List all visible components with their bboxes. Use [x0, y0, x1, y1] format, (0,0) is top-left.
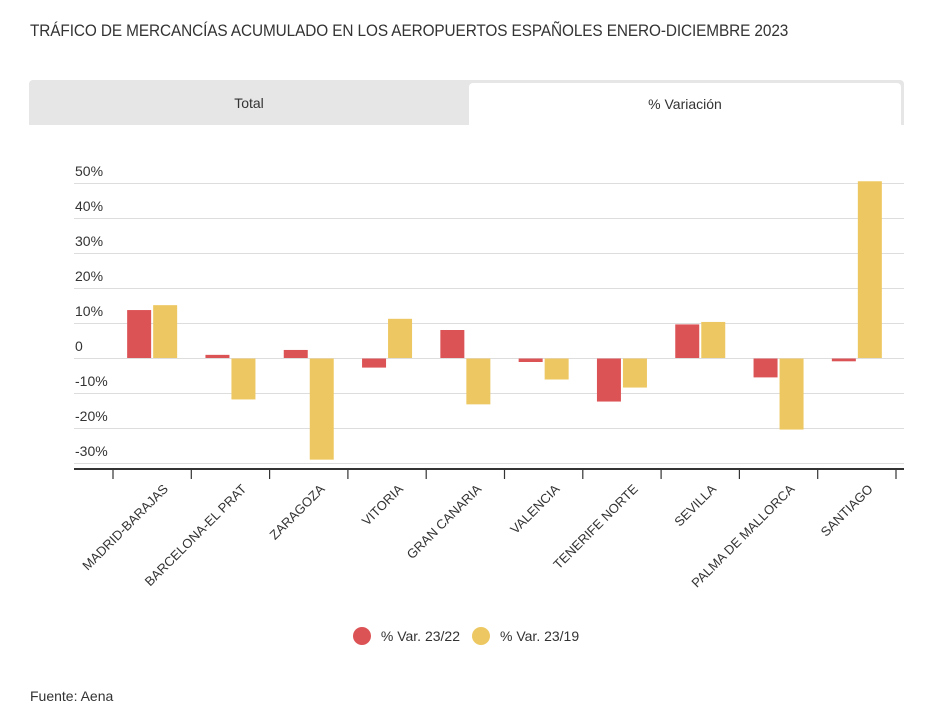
bar-var-23-19[interactable]	[857, 181, 882, 358]
bar-var-23-22[interactable]	[596, 358, 621, 402]
x-tick-label: VITORIA	[359, 481, 406, 528]
legend-item-var-23-19[interactable]: % Var. 23/19	[472, 627, 579, 645]
y-tick-label: -20%	[75, 408, 108, 424]
y-tick-label: -10%	[75, 373, 108, 389]
bar-var-23-22[interactable]	[205, 354, 230, 358]
bar-var-23-19[interactable]	[701, 321, 726, 358]
bar-var-23-22[interactable]	[831, 358, 856, 362]
bar-var-23-19[interactable]	[231, 358, 256, 400]
y-tick-label: 30%	[75, 233, 103, 249]
x-tick-label: MADRID-BARAJAS	[79, 481, 171, 573]
x-tick-label: GRAN CANARIA	[404, 481, 485, 562]
x-tick-label: VALENCIA	[507, 481, 563, 537]
bar-var-23-22[interactable]	[518, 358, 543, 363]
bar-var-23-19[interactable]	[544, 358, 569, 380]
bar-var-23-22[interactable]	[753, 358, 778, 378]
x-tick-label: TENERIFE NORTE	[550, 481, 641, 572]
chart-title: TRÁFICO DE MERCANCÍAS ACUMULADO EN LOS A…	[30, 22, 789, 40]
source-note: Fuente: Aena	[30, 688, 114, 704]
bar-var-23-22[interactable]	[362, 358, 387, 368]
bar-var-23-22[interactable]	[440, 330, 465, 358]
legend-swatch-var-23-19	[472, 627, 490, 645]
y-tick-label: 10%	[75, 303, 103, 319]
legend-swatch-var-23-22	[352, 627, 371, 645]
legend: % Var. 23/22 % Var. 23/19	[0, 627, 932, 645]
legend-label-var-23-19: % Var. 23/19	[500, 628, 580, 644]
y-tick-label: -30%	[75, 443, 108, 459]
y-tick-label: 20%	[75, 268, 103, 284]
bar-var-23-22[interactable]	[127, 310, 152, 358]
x-tick-label: SANTIAGO	[818, 481, 876, 539]
bar-var-23-19[interactable]	[466, 358, 491, 405]
y-tick-label: 50%	[75, 163, 103, 179]
legend-item-var-23-22[interactable]: % Var. 23/22	[352, 627, 460, 645]
y-tick-label: 40%	[75, 198, 103, 214]
bar-var-23-19[interactable]	[153, 305, 178, 358]
x-tick-label: ZARAGOZA	[266, 481, 327, 542]
legend-label-var-23-22: % Var. 23/22	[380, 628, 460, 644]
bar-var-23-19[interactable]	[309, 358, 334, 460]
y-tick-label: 0	[75, 338, 83, 354]
bar-var-23-19[interactable]	[388, 318, 413, 358]
view-tabs: Total % Variación	[29, 80, 904, 125]
bar-chart: 50% 40% 30% 20% 10% 0 -10% -20% -30% MADRID-BARAJ…	[74, 163, 904, 590]
tab-variacion[interactable]: % Variación	[469, 83, 901, 125]
bar-var-23-22[interactable]	[283, 349, 308, 358]
tab-total[interactable]: Total	[234, 94, 264, 111]
bar-var-23-22[interactable]	[675, 324, 700, 358]
bar-var-23-19[interactable]	[622, 358, 647, 388]
bar-var-23-19[interactable]	[779, 358, 804, 430]
x-tick-label: SEVILLA	[671, 481, 719, 529]
